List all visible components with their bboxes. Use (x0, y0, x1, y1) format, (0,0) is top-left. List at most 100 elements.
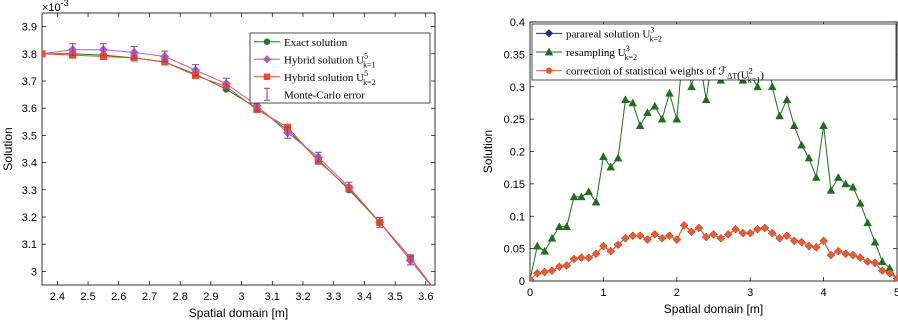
data-point (534, 269, 541, 277)
data-point (848, 182, 858, 191)
legend-entry: Hybrid solution U5 k=1 (254, 51, 376, 69)
x-tick-label: 4 (821, 287, 827, 299)
data-point (650, 101, 660, 110)
data-point (533, 241, 542, 250)
data-point (754, 225, 761, 233)
data-point (797, 140, 806, 149)
series-line (42, 53, 432, 285)
data-point (767, 82, 777, 91)
y-tick-label: 0.2 (510, 147, 525, 159)
x-tick-label: 5 (894, 287, 898, 299)
data-point (530, 276, 534, 281)
data-point (776, 235, 783, 242)
x-tick-label: 3.3 (326, 291, 341, 303)
data-point (701, 95, 711, 104)
x-axis-label: Spatial domain [m] (189, 306, 288, 320)
data-point (607, 247, 614, 255)
y-tick-label: 3.5 (22, 130, 37, 142)
legend-marker (262, 54, 272, 64)
data-point (863, 218, 872, 227)
data-point (622, 235, 629, 242)
x-tick-label: 2.8 (173, 291, 188, 303)
data-point (877, 257, 887, 265)
data-point (592, 250, 600, 258)
error-bar (314, 151, 322, 163)
x-tick-label: 3 (747, 287, 753, 299)
legend-marker (544, 29, 554, 38)
data-point (541, 268, 548, 276)
error-bar (192, 64, 200, 77)
error-bar (406, 255, 414, 266)
data-point (695, 224, 703, 232)
data-point (746, 229, 754, 237)
data-point (42, 50, 46, 58)
y-axis-label: Solution (1, 127, 15, 170)
y-tick-label: 3.9 (22, 22, 37, 34)
y-tick-label: 3.3 (22, 185, 37, 197)
data-point (739, 229, 747, 237)
data-point (871, 259, 879, 267)
error-bar (161, 50, 169, 63)
data-point (548, 267, 556, 274)
data-point (569, 192, 579, 201)
data-point (657, 114, 667, 123)
data-point (798, 238, 805, 246)
data-point (599, 152, 608, 161)
legend-marker (544, 47, 554, 56)
x-tick-label: 3.6 (418, 291, 433, 303)
legend: Exact solution Hybrid solution U5 k=1Hybri… (249, 32, 431, 104)
data-point (855, 198, 865, 207)
y-tick-label: 3 (31, 266, 37, 278)
x-tick-label: 2.6 (111, 291, 126, 303)
data-point (761, 224, 769, 232)
data-point (651, 231, 659, 238)
x-axis-label: Spatial domain [m] (664, 302, 763, 316)
data-point (614, 241, 622, 248)
data-point (893, 275, 897, 281)
data-point (849, 251, 857, 259)
plot-area (41, 12, 436, 286)
data-point (584, 187, 594, 196)
x-tick-label: 3.2 (295, 291, 310, 303)
data-point (556, 263, 563, 271)
data-point (819, 121, 828, 129)
data-point (672, 114, 682, 123)
legend-label: Hybrid solution U5 k=2 (284, 69, 376, 87)
data-point (643, 108, 652, 117)
legend-entry: Hybrid solution U5 k=2 (254, 69, 376, 87)
data-point (688, 228, 695, 236)
data-point (886, 269, 893, 277)
error-bar (345, 181, 353, 193)
data-point (621, 95, 630, 104)
legend-entry: Exact solution (254, 37, 348, 49)
data-point (658, 235, 666, 242)
error-bar (130, 45, 138, 59)
x-tick-label: 2.5 (80, 291, 95, 303)
data-point (540, 246, 550, 255)
data-point (833, 172, 843, 181)
data-point (570, 255, 578, 263)
y-tick-label: 3.1 (22, 239, 37, 251)
data-point (578, 254, 585, 261)
data-point (547, 233, 557, 242)
legend-entry: resampling U3 k=2 (536, 44, 637, 62)
data-point (710, 231, 717, 238)
data-point (628, 98, 638, 107)
data-point (775, 111, 784, 120)
legend-marker (545, 67, 553, 74)
legend-label: Monte-Carlo error (284, 89, 365, 101)
y-tick-label: 3.2 (22, 212, 37, 224)
data-point (811, 172, 821, 181)
data-point (665, 88, 674, 97)
y-tick-label: 0.4 (510, 17, 525, 29)
data-point (820, 237, 827, 245)
x-tick-label: 3 (239, 291, 245, 303)
y-tick-label: 0 (519, 276, 525, 288)
legend-label: Exact solution (284, 37, 348, 49)
data-point (827, 251, 835, 259)
data-point (666, 232, 673, 239)
error-bar (376, 217, 384, 228)
x-tick-label: 2 (674, 287, 680, 299)
data-point (804, 153, 814, 162)
